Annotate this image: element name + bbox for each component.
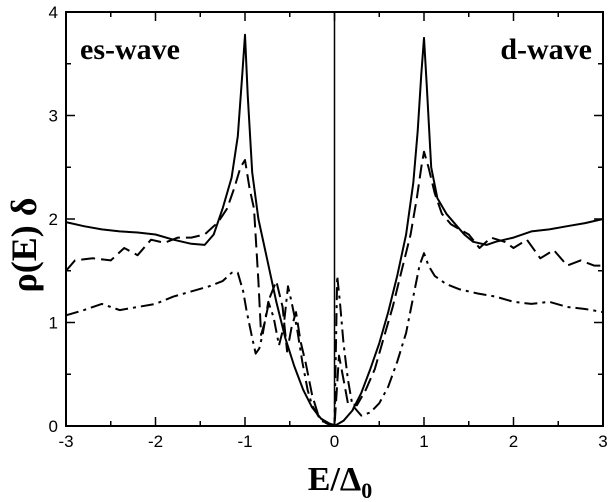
- x-tick-label: 2: [509, 432, 518, 451]
- x-axis-title-main: E/Δ: [308, 461, 361, 498]
- ticks-layer: -3 -2 -1 0 1 2 3 0 1 2 3 4: [49, 3, 608, 451]
- y-tick-label: 4: [49, 3, 58, 22]
- x-tick-label: 3: [598, 432, 607, 451]
- series-line-dashdot: [65, 252, 604, 426]
- x-tick-label: -3: [58, 432, 73, 451]
- y-axis-title: ρ(E) δ: [4, 198, 44, 293]
- x-tick-label: 0: [330, 432, 339, 451]
- x-tick-label: 1: [419, 432, 428, 451]
- x-axis-title-subscript: 0: [361, 478, 372, 502]
- y-tick-label: 0: [49, 417, 58, 436]
- x-axis-title: E/Δ0: [308, 461, 372, 502]
- series-layer: [65, 33, 604, 427]
- series-line-solid: [65, 33, 604, 427]
- y-tick-label: 1: [49, 314, 58, 333]
- x-tick-label: -2: [148, 432, 163, 451]
- panel-label-d-wave: d-wave: [500, 33, 592, 66]
- x-tick-label: -1: [237, 432, 252, 451]
- y-tick-label: 2: [49, 210, 58, 229]
- series-line-dashed: [65, 150, 603, 427]
- y-tick-label: 3: [49, 107, 58, 126]
- panel-label-es-wave: es-wave: [80, 33, 180, 66]
